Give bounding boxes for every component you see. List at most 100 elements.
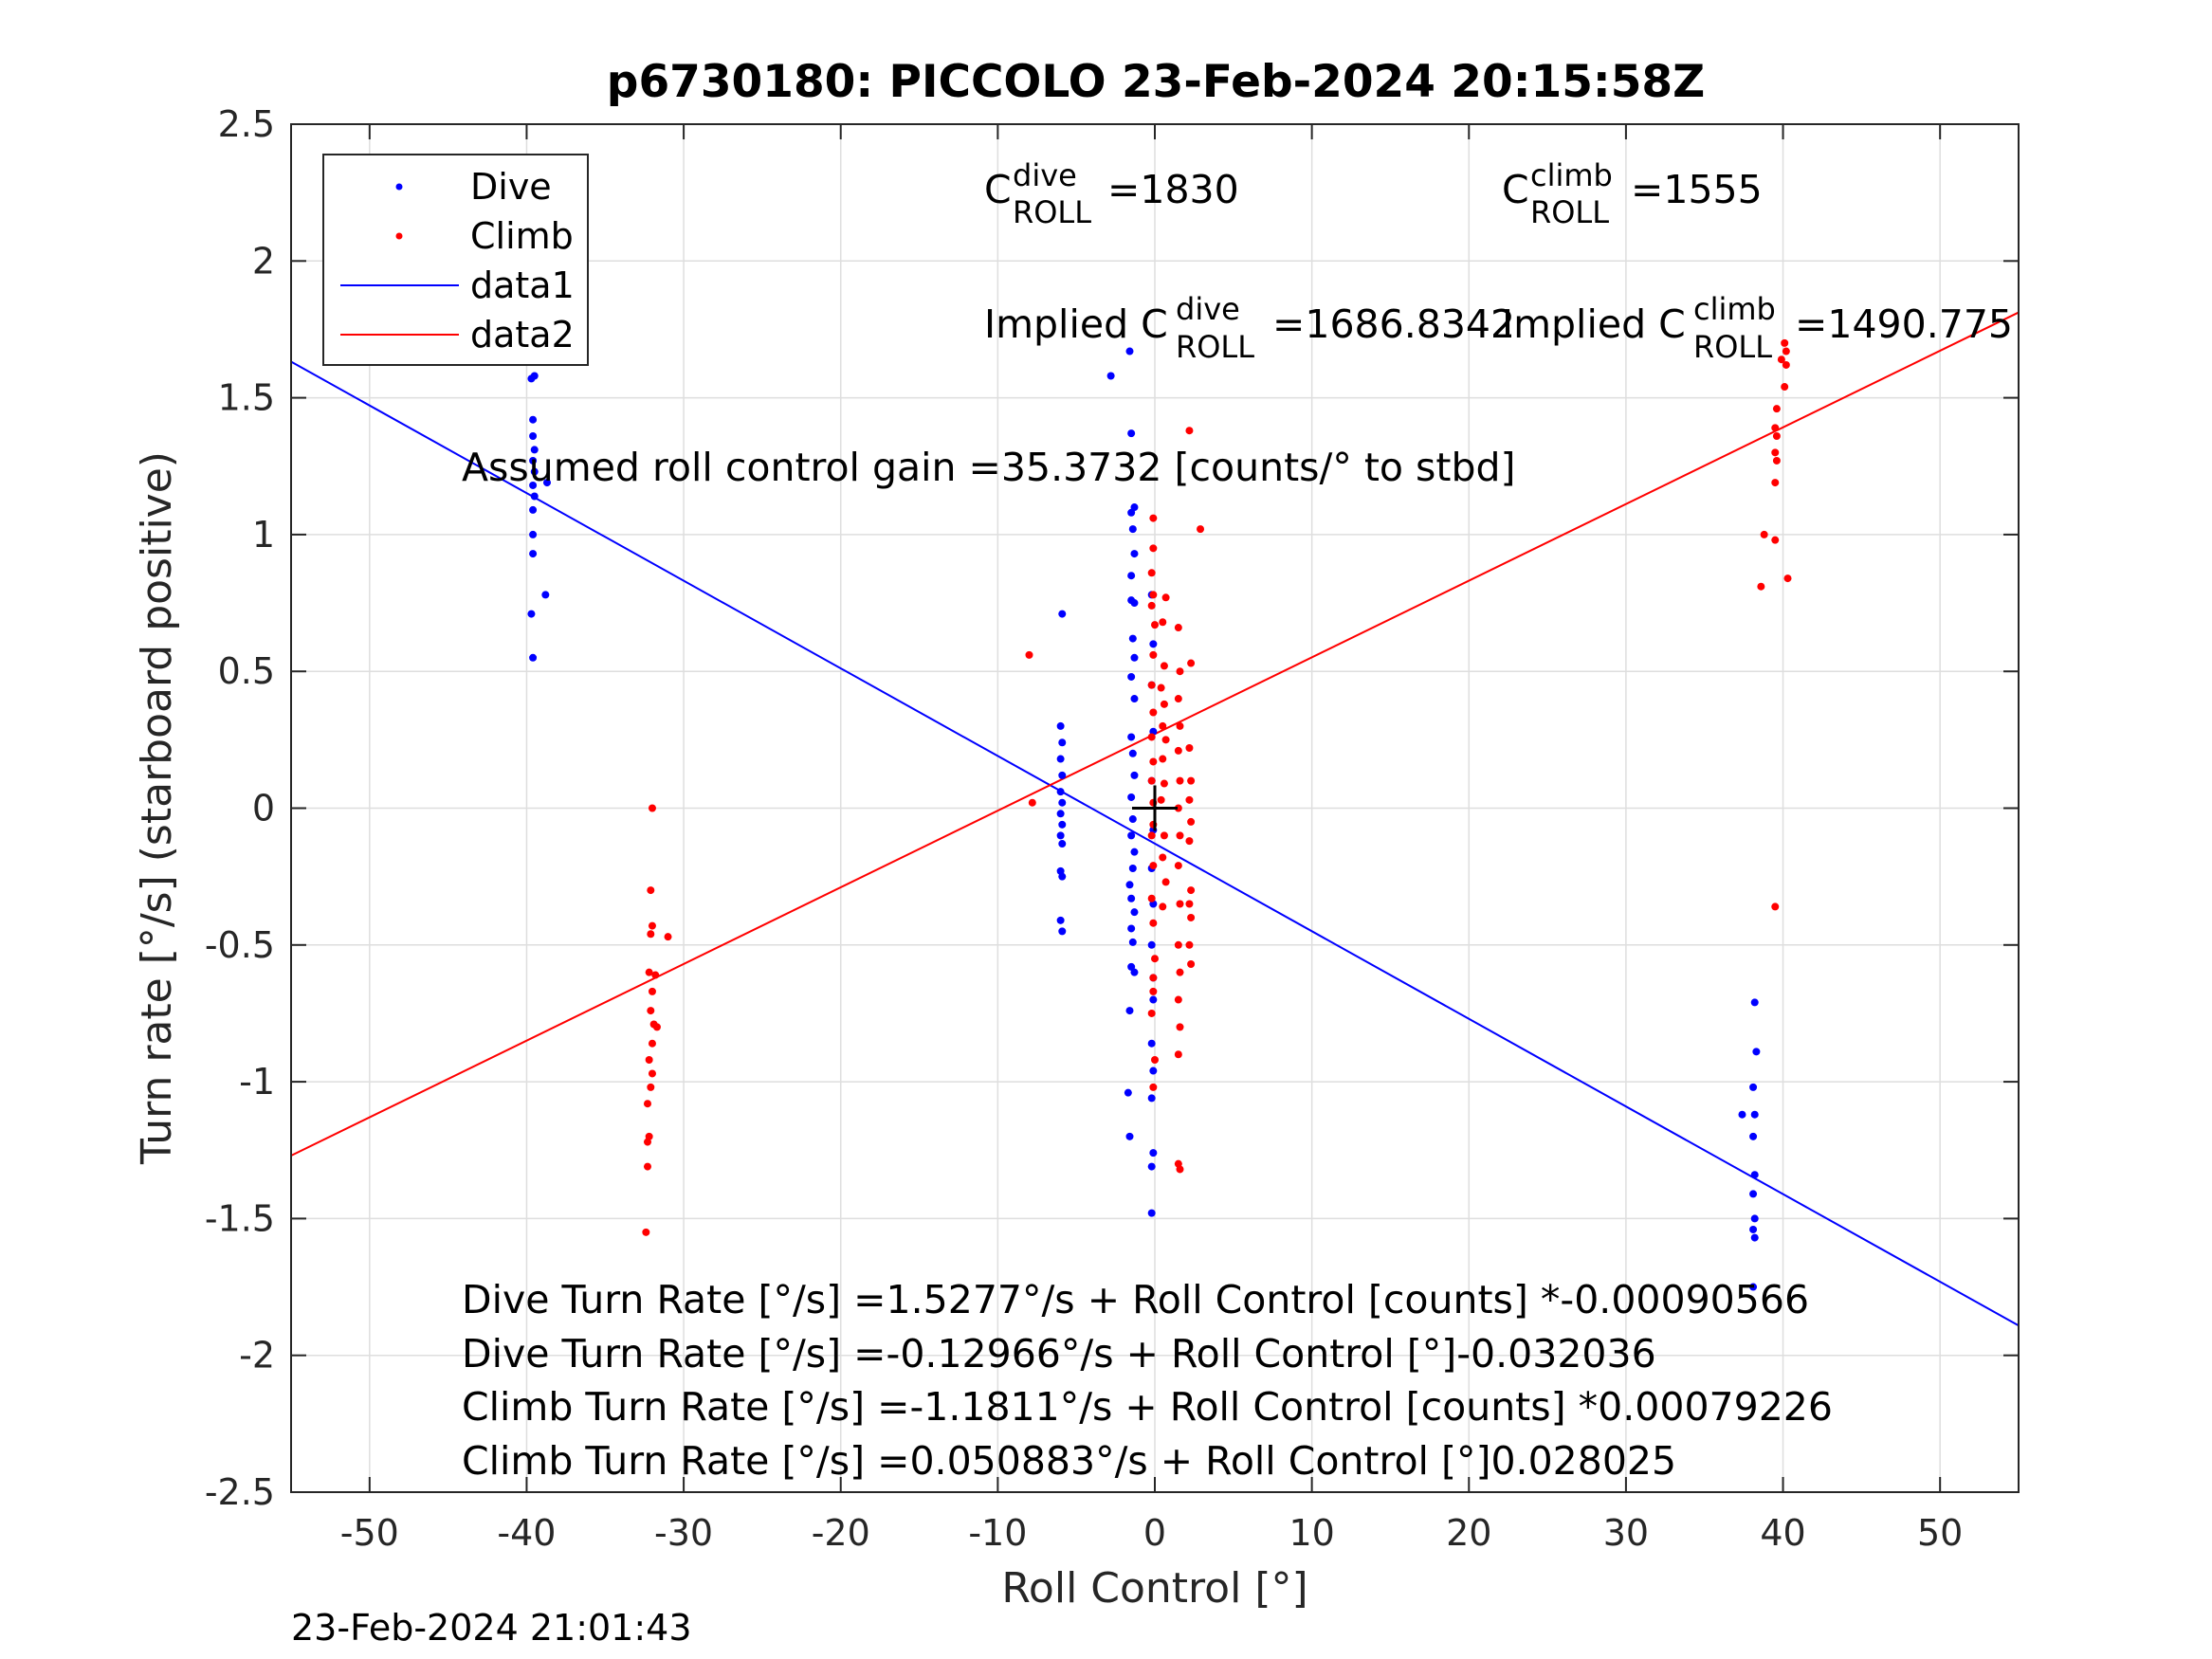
climb-point [1782, 347, 1790, 356]
climb-point [1781, 338, 1789, 347]
climb-point [1772, 405, 1781, 413]
climb-point [643, 1138, 651, 1146]
dive-point [1149, 1066, 1158, 1075]
climb-point [648, 921, 656, 930]
climb-point [1174, 940, 1182, 949]
climb-point [1174, 995, 1182, 1004]
legend: Dive Climb data1 data2 [322, 154, 589, 366]
dive-point [1127, 924, 1136, 933]
climb-point [645, 1056, 653, 1065]
dive-point [529, 505, 538, 514]
x-tick-label: 0 [1143, 1512, 1166, 1554]
climb-point [643, 1100, 651, 1108]
climb-point [1025, 650, 1033, 659]
dive-point [1130, 550, 1139, 558]
climb-point [1185, 795, 1194, 804]
climb-point [652, 1023, 661, 1031]
c-roll-climb-annotation: C climb ROLL =1555 [1502, 150, 1763, 232]
climb-point [1176, 831, 1184, 840]
dive-point [1058, 872, 1067, 881]
dive-point [1130, 599, 1139, 608]
dive-point [1128, 634, 1137, 643]
climb-point [1161, 593, 1170, 602]
dive-point [530, 372, 539, 380]
y-tick-label: -1 [239, 1061, 275, 1103]
dive-point [1127, 831, 1136, 840]
dive-point [1056, 755, 1065, 763]
dive-point [1130, 848, 1139, 856]
dive-point [1124, 1088, 1132, 1097]
climb-point [645, 968, 653, 976]
climb-point [1028, 798, 1036, 807]
dive-point [1149, 1149, 1158, 1158]
dive-point [1749, 1083, 1758, 1091]
c-roll-climb-value: =1555 [1631, 167, 1763, 212]
dive-point [1127, 572, 1136, 580]
dive-point [529, 653, 538, 662]
y-tick-label: 0.5 [218, 650, 275, 692]
dive-point [1128, 815, 1137, 824]
c-roll-dive-main: C [984, 167, 1012, 212]
x-axis: -50 -40 -30 -20 -10 0 10 20 30 40 50 [340, 124, 1963, 1554]
climb-point [1176, 968, 1184, 976]
climb-point [1176, 1165, 1184, 1174]
c-roll-dive-annotation: C dive ROLL =1830 [984, 150, 1239, 232]
implied-climb-main: Implied C [1502, 301, 1686, 347]
climb-point [1149, 514, 1158, 522]
dive-point [1749, 1283, 1758, 1291]
climb-point [1176, 776, 1184, 785]
climb-point [1187, 960, 1196, 969]
dive-point [1749, 1225, 1758, 1233]
climb-point [647, 886, 655, 895]
dive-point [1125, 1132, 1134, 1140]
y-tick-label: 1 [252, 514, 275, 556]
y-tick-label: 2 [252, 240, 275, 282]
dive-point [530, 492, 539, 501]
climb-point [1783, 574, 1792, 583]
print-timestamp: 23-Feb-2024 21:01:43 [291, 1607, 692, 1649]
dive-point [1130, 653, 1139, 662]
dive-point [1058, 610, 1067, 618]
dive-point [1128, 749, 1137, 757]
c-roll-dive-sup: dive [1013, 157, 1077, 193]
climb-point [648, 987, 656, 995]
climb-point [1160, 779, 1168, 788]
dive-point [1147, 940, 1156, 949]
dive-point [1127, 793, 1136, 801]
implied-dive-sub: ROLL [1176, 329, 1254, 365]
origin-marker [1132, 785, 1178, 831]
climb-point [1197, 525, 1205, 534]
dive-point [1750, 998, 1759, 1007]
climb-point [1771, 902, 1780, 911]
dive-point [541, 591, 550, 599]
climb-point [1147, 776, 1156, 785]
dive-point [1058, 820, 1067, 829]
legend-dive-marker [395, 183, 403, 191]
c-roll-dive-sub: ROLL [1013, 194, 1091, 230]
implied-climb-annotation: Implied C climb ROLL =1490.775 [1502, 283, 2013, 367]
climb-point [1147, 831, 1156, 840]
climb-point [1149, 1083, 1158, 1091]
dive-point [529, 481, 538, 489]
climb-point [1147, 681, 1156, 689]
dive-point [1125, 881, 1134, 889]
dive-point [1056, 721, 1065, 730]
climb-point [1149, 862, 1158, 870]
dive-point [1058, 738, 1067, 747]
dive-point [1149, 640, 1158, 648]
climb-point [647, 930, 655, 939]
legend-data2-label: data2 [470, 314, 575, 356]
climb-point [1160, 662, 1168, 670]
climb-point [1185, 900, 1194, 908]
climb-point [1772, 456, 1781, 465]
climb-point [1187, 817, 1196, 826]
dive-point [1127, 672, 1136, 681]
x-tick-label: -20 [812, 1512, 870, 1554]
climb-point [651, 971, 660, 979]
dive-point [1750, 1171, 1759, 1179]
legend-climb-label: Climb [470, 215, 574, 257]
dive-point [527, 610, 536, 618]
dive-point [1750, 1110, 1759, 1119]
climb-point [1760, 530, 1768, 538]
climb-point [1174, 1050, 1182, 1059]
